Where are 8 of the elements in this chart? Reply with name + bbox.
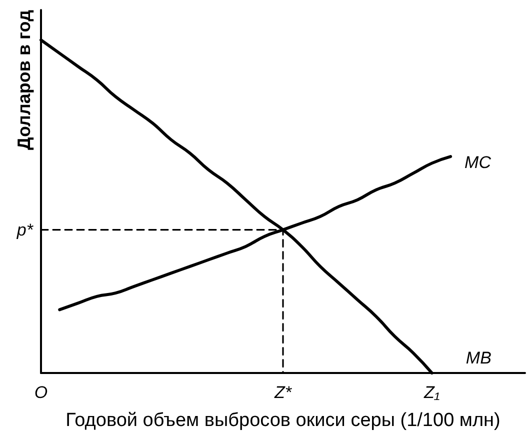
series-label: MC [464,153,492,172]
annotation: p* [16,220,34,240]
x-tick-label: O [34,383,48,402]
y-axis-title: Долларов в год [14,9,34,150]
text: MB [466,348,492,368]
x-tick-label: Z* [274,383,293,402]
x-axis-title: Годовой объем выбросов окиси серы (1/100 млн) [66,410,500,431]
x-tick-label: Z₁ [423,383,440,402]
